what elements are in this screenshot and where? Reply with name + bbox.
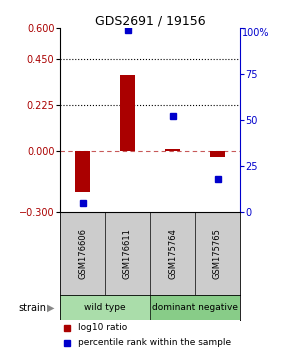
- Bar: [165, 149, 180, 151]
- Bar: [120, 75, 135, 151]
- Text: GSM176611: GSM176611: [123, 228, 132, 279]
- Text: GSM175765: GSM175765: [213, 228, 222, 279]
- Text: GSM175764: GSM175764: [168, 228, 177, 279]
- Bar: [150, 295, 240, 320]
- Text: log10 ratio: log10 ratio: [78, 324, 127, 332]
- Title: GDS2691 / 19156: GDS2691 / 19156: [95, 14, 205, 27]
- Text: dominant negative: dominant negative: [152, 303, 238, 312]
- Bar: [75, 151, 90, 192]
- Text: wild type: wild type: [84, 303, 126, 312]
- Text: percentile rank within the sample: percentile rank within the sample: [78, 338, 231, 347]
- Bar: [60, 295, 150, 320]
- Text: ▶: ▶: [46, 303, 54, 313]
- Text: GSM176606: GSM176606: [78, 228, 87, 279]
- Text: 100%: 100%: [242, 28, 269, 38]
- Text: strain: strain: [18, 303, 46, 313]
- Bar: [210, 151, 225, 157]
